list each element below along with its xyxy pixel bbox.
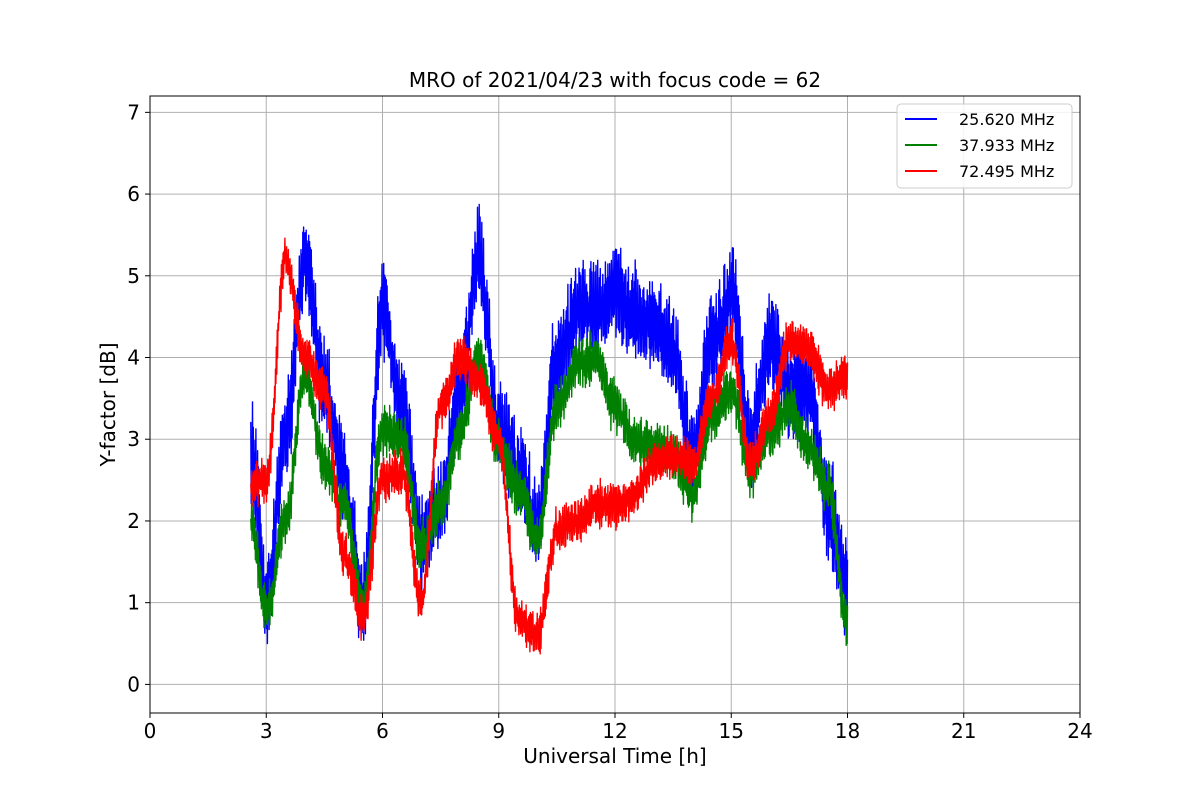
y-tick-label: 5 bbox=[127, 264, 140, 288]
legend-box bbox=[896, 103, 1073, 189]
x-tick-label: 18 bbox=[835, 719, 860, 743]
x-tick-label: 3 bbox=[260, 719, 273, 743]
x-tick-label: 9 bbox=[492, 719, 505, 743]
x-tick-label: 21 bbox=[951, 719, 976, 743]
y-tick-label: 4 bbox=[127, 346, 140, 370]
y-tick-label: 0 bbox=[127, 672, 140, 696]
legend-label: 25.620 MHz bbox=[959, 110, 1054, 129]
legend-label: 72.495 MHz bbox=[959, 162, 1054, 181]
y-tick-label: 6 bbox=[127, 182, 140, 206]
y-tick-label: 2 bbox=[127, 509, 140, 533]
y-axis-label: Y-factor [dB] bbox=[96, 342, 120, 467]
x-axis-label: Universal Time [h] bbox=[523, 744, 706, 768]
legend-label: 37.933 MHz bbox=[959, 136, 1054, 155]
y-tick-label: 1 bbox=[127, 591, 140, 615]
x-tick-label: 15 bbox=[719, 719, 744, 743]
x-tick-label: 24 bbox=[1067, 719, 1092, 743]
series-line bbox=[250, 237, 849, 655]
chart-title: MRO of 2021/04/23 with focus code = 62 bbox=[409, 68, 821, 92]
x-tick-label: 0 bbox=[144, 719, 157, 743]
x-tick-label: 6 bbox=[376, 719, 389, 743]
y-tick-label: 3 bbox=[127, 427, 140, 451]
y-tick-label: 7 bbox=[127, 100, 140, 124]
legend: 25.620 MHz 37.933 MHz 72.495 MHz bbox=[896, 103, 1073, 189]
series-line bbox=[250, 329, 849, 647]
series-layer bbox=[250, 203, 849, 655]
x-tick-label: 12 bbox=[602, 719, 627, 743]
